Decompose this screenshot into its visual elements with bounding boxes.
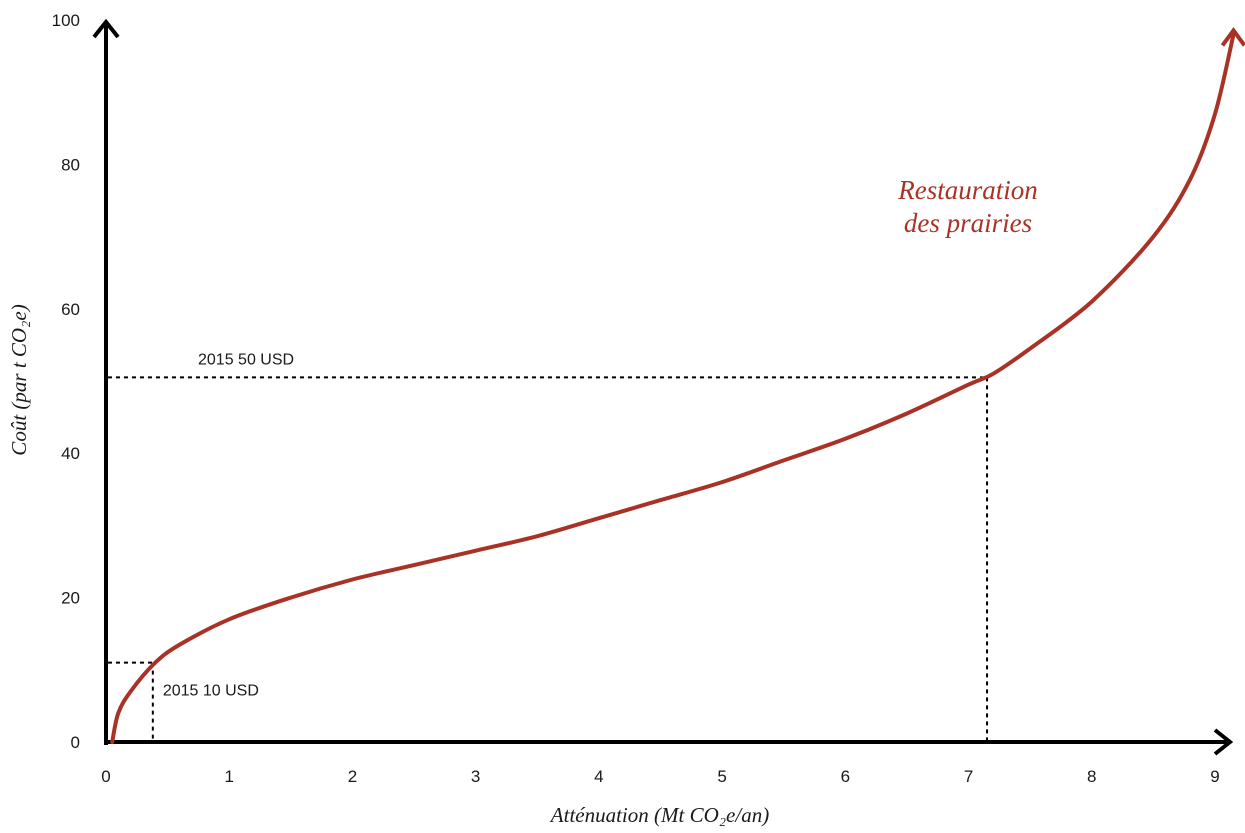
series-line — [110, 32, 1236, 744]
annotation-label: 2015 10 USD — [163, 683, 259, 700]
annotation-label: 2015 50 USD — [198, 351, 294, 368]
y-tick-label: 100 — [52, 11, 80, 30]
x-axis-title: Atténuation (Mt CO₂e/an) — [549, 803, 769, 827]
series-arrow — [1220, 27, 1245, 47]
x-tick-label: 2 — [348, 767, 357, 786]
axes — [92, 18, 1234, 756]
x-tick-label: 7 — [964, 767, 973, 786]
y-tick-label: 80 — [61, 155, 80, 174]
x-tick-label: 9 — [1210, 767, 1219, 786]
x-tick-label: 0 — [101, 767, 110, 786]
x-tick-label: 1 — [224, 767, 233, 786]
series-layer: Restauration des prairies — [110, 27, 1245, 744]
tick-labels: 0 1 2 3 4 5 6 7 8 9 0 20 40 60 80 100 — [52, 11, 1220, 786]
y-tick-label: 20 — [61, 589, 80, 608]
x-tick-label: 3 — [471, 767, 480, 786]
y-axis-arrow — [92, 18, 120, 39]
series-label: Restauration des prairies — [897, 175, 1038, 238]
threshold-guides: 2015 10 USD 2015 50 USD — [108, 351, 989, 740]
x-tick-label: 6 — [841, 767, 850, 786]
x-tick-label: 5 — [717, 767, 726, 786]
x-tick-label: 8 — [1087, 767, 1096, 786]
x-tick-label: 4 — [594, 767, 603, 786]
y-tick-label: 40 — [61, 444, 80, 463]
y-axis-title: Coût (par t CO₂e) — [7, 304, 31, 455]
y-tick-label: 60 — [61, 300, 80, 319]
y-tick-label: 0 — [71, 733, 80, 752]
x-axis-arrow — [1213, 728, 1234, 756]
